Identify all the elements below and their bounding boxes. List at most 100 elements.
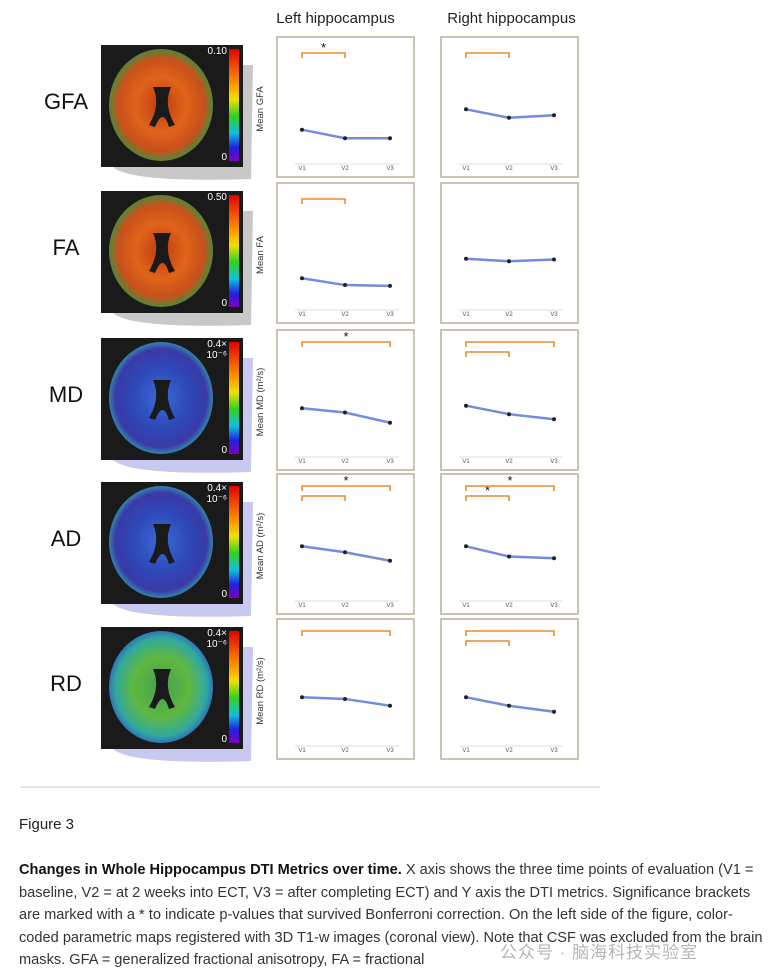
x-tick-label: V2	[505, 312, 513, 318]
row-label: MD	[49, 382, 83, 407]
y-axis-label: Mean MD (m²/s)	[255, 368, 266, 437]
x-tick-label: V2	[341, 312, 349, 318]
mean-point	[388, 136, 392, 141]
panel-frame	[276, 618, 415, 760]
mean-point	[552, 709, 556, 714]
mean-point	[507, 703, 511, 708]
panel-frame	[440, 473, 579, 615]
significance-bracket	[465, 341, 555, 347]
colorbar-min: 0	[221, 734, 227, 745]
mean-point	[507, 259, 511, 264]
y-axis-label: Mean RD (m²/s)	[255, 657, 266, 725]
panel-frame	[276, 182, 415, 324]
mean-point	[300, 406, 304, 411]
x-tick-label: V2	[341, 748, 349, 754]
x-tick-label: V1	[298, 312, 306, 318]
mean-point	[507, 412, 511, 417]
x-tick-label: V2	[505, 459, 513, 465]
x-tick-label: V1	[462, 166, 470, 172]
column-header: Left hippocampus	[276, 10, 394, 27]
x-tick-label: V1	[298, 748, 306, 754]
ventricle	[149, 380, 175, 420]
mean-point	[388, 283, 392, 288]
ventricle	[149, 524, 175, 564]
mean-point	[507, 554, 511, 559]
image-shadow	[113, 502, 253, 617]
x-tick-label: V2	[341, 166, 349, 172]
x-tick-label: V3	[550, 459, 558, 465]
significance-bracket	[301, 52, 346, 58]
significance-bracket	[301, 630, 391, 636]
mean-point	[464, 256, 468, 261]
x-tick-label: V3	[386, 459, 394, 465]
significance-bracket	[301, 341, 391, 347]
colorbar-min: 0	[221, 152, 227, 163]
significance-bracket	[465, 485, 555, 491]
significance-bracket	[465, 52, 510, 58]
x-tick-label: V1	[462, 603, 470, 609]
panel-frame	[440, 618, 579, 760]
image-shadow	[113, 65, 253, 180]
x-tick-label: V3	[386, 312, 394, 318]
panel-frame	[440, 329, 579, 471]
caption: Changes in Whole Hippocampus DTI Metrics…	[19, 859, 767, 972]
mean-point	[552, 556, 556, 561]
ventricle	[149, 669, 175, 709]
x-tick-label: V3	[550, 748, 558, 754]
x-tick-label: V3	[550, 312, 558, 318]
colorbar-max: 10⁻⁶	[206, 639, 227, 650]
colorbar-max: 0.4×	[207, 483, 227, 494]
mean-point	[300, 695, 304, 700]
y-axis-label: Mean FA	[255, 235, 266, 274]
ventricle	[149, 233, 175, 273]
significance-bracket	[301, 495, 346, 501]
mean-point	[343, 136, 347, 141]
x-tick-label: V3	[386, 748, 394, 754]
panel-frame	[440, 182, 579, 324]
x-tick-label: V3	[550, 603, 558, 609]
x-tick-label: V3	[386, 166, 394, 172]
panel-frame	[440, 36, 579, 178]
row-label: FA	[53, 235, 80, 260]
significance-star: *	[343, 473, 348, 488]
x-tick-label: V1	[298, 603, 306, 609]
significance-bracket	[465, 640, 510, 646]
caption-body: X axis shows the three time points of ev…	[19, 862, 763, 968]
significance-bracket	[465, 630, 555, 636]
mean-point	[464, 695, 468, 700]
mean-point	[552, 113, 556, 118]
mean-point	[464, 403, 468, 408]
mean-point	[388, 420, 392, 425]
x-tick-label: V2	[505, 748, 513, 754]
watermark: 公众号 · 脑海科技实验室	[500, 943, 699, 962]
row-label: RD	[50, 671, 82, 696]
colorbar-min: 0	[221, 298, 227, 309]
image-shadow	[113, 647, 253, 762]
x-tick-label: V1	[298, 166, 306, 172]
row-label: GFA	[44, 89, 88, 114]
colorbar	[229, 342, 239, 454]
x-tick-label: V2	[505, 166, 513, 172]
x-tick-label: V2	[505, 603, 513, 609]
panel-frame	[276, 36, 415, 178]
y-axis-label: Mean AD (m²/s)	[255, 513, 266, 580]
figure-label: Figure 3	[19, 816, 75, 833]
colorbar-max: 0.10	[208, 46, 228, 57]
significance-bracket	[301, 198, 346, 204]
mean-point	[343, 283, 347, 288]
mean-point	[507, 115, 511, 120]
x-tick-label: V1	[462, 459, 470, 465]
significance-bracket	[301, 485, 391, 491]
mean-point	[464, 544, 468, 549]
mean-point	[300, 544, 304, 549]
mean-point	[343, 696, 347, 701]
x-tick-label: V1	[462, 312, 470, 318]
colorbar	[229, 49, 239, 161]
colorbar	[229, 195, 239, 307]
image-shadow	[113, 211, 253, 326]
colorbar-max: 10⁻⁶	[206, 494, 227, 505]
significance-star: *	[485, 483, 490, 498]
mean-point	[552, 257, 556, 262]
mean-point	[343, 550, 347, 555]
